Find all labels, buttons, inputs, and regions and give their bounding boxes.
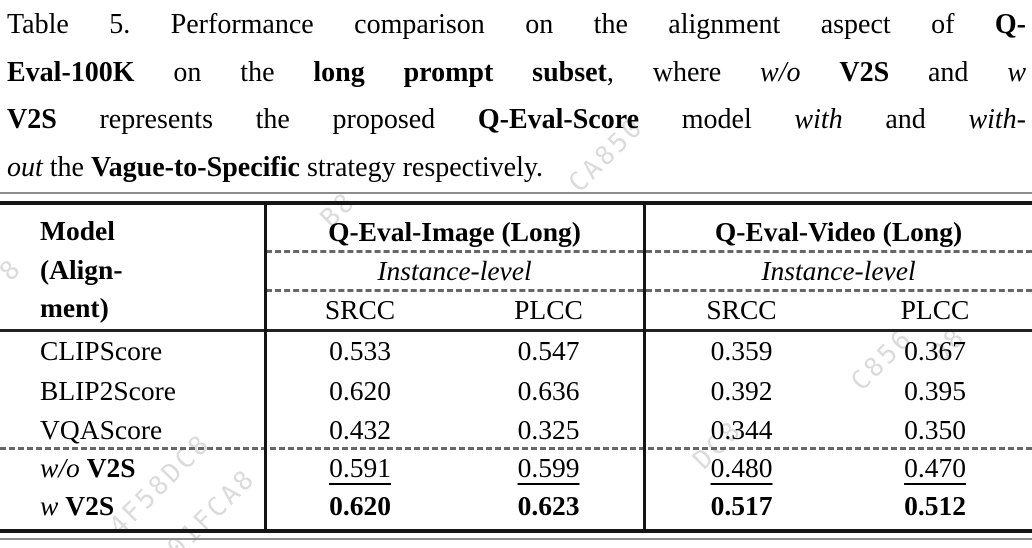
header-plcc-video: PLCC: [900, 294, 970, 325]
row-value: 0.517: [710, 490, 773, 521]
caption-text: w: [1007, 56, 1026, 88]
caption-text: long prompt subset: [313, 56, 607, 88]
caption-text: , where: [606, 56, 761, 88]
caption-text: Q-: [994, 9, 1026, 40]
caption-text: V2S: [7, 104, 57, 135]
row-value: 0.636: [517, 375, 580, 406]
table-bottom-outer-rule: [0, 538, 1032, 540]
caption-text: strategy respectively.: [299, 151, 544, 183]
caption-text: Q-Eval-Score: [477, 104, 640, 135]
caption-text: with-: [968, 104, 1026, 135]
body-dashed-rule: [0, 447, 1032, 450]
row-value: 0.599: [517, 452, 580, 483]
header-plcc-image: PLCC: [514, 294, 583, 325]
row-value: 0.547: [517, 335, 580, 366]
row-value: 0.512: [904, 490, 966, 521]
table-row: VQAScore 0.432 0.325 0.344 0.350: [0, 413, 1032, 447]
caption-text: and: [842, 104, 969, 135]
row-value: 0.344: [710, 414, 773, 445]
row-value: 0.395: [904, 375, 966, 406]
caption-line-4: out the Vague-to-Specific strategy respe…: [7, 144, 1026, 192]
column-separator-1: [264, 202, 267, 533]
header-body-rule: [0, 329, 1032, 332]
header-group-video: Q-Eval-Video (Long): [714, 216, 963, 247]
row-value: 0.432: [329, 414, 391, 445]
row-label-prefix: w/o: [40, 452, 87, 483]
row-label: CLIPScore: [40, 335, 163, 366]
table-row: BLIP2Score 0.620 0.636 0.392 0.395: [0, 374, 1032, 408]
row-label: w V2S: [40, 489, 114, 523]
caption-line-1: Table 5. Performance comparison on the a…: [7, 1, 1026, 49]
caption-text: Performance comparison on the alignment …: [130, 9, 995, 40]
row-label-prefix: w: [40, 490, 66, 521]
table-row: CLIPScore 0.533 0.547 0.359 0.367: [0, 334, 1032, 368]
header-group-image: Q-Eval-Image (Long): [328, 216, 581, 247]
row-value: 0.367: [904, 335, 966, 366]
row-value: 0.470: [904, 452, 966, 483]
caption-text: represents the proposed: [56, 104, 478, 135]
row-value: 0.350: [904, 414, 966, 445]
row-label: VQAScore: [40, 414, 163, 445]
table-caption: Table 5. Performance comparison on the a…: [7, 1, 1026, 191]
row-value: 0.480: [710, 452, 773, 483]
header-model-line: Model: [40, 215, 115, 246]
header-dashed-rule-2: [266, 289, 1032, 292]
caption-text: Eval-100K: [7, 56, 135, 88]
row-value: 0.359: [710, 335, 773, 366]
caption-text: model: [639, 104, 795, 135]
caption-text: the: [42, 151, 91, 183]
table-top-outer-rule: [0, 192, 1032, 194]
header-model-line: ment): [40, 292, 109, 323]
table-bottom-rule: [0, 529, 1032, 533]
caption-text: out: [7, 151, 43, 183]
table-row-wo-v2s: w/o V2S 0.591 0.599 0.480 0.470: [0, 451, 1032, 485]
header-model-line: (Align-: [40, 253, 123, 285]
caption-text: on the: [134, 56, 314, 88]
row-label-name: V2S: [65, 490, 115, 521]
caption-text: with: [794, 104, 843, 135]
header-instance-level-image: Instance-level: [377, 255, 532, 286]
caption-text: Vague-to-Specific: [91, 151, 300, 183]
row-value: 0.623: [517, 490, 580, 521]
caption-text: and: [889, 56, 1008, 88]
row-value: 0.392: [710, 375, 773, 406]
row-label: BLIP2Score: [40, 375, 176, 406]
caption-text: Table 5.: [7, 9, 131, 40]
header-srcc-image: SRCC: [324, 294, 396, 325]
header-srcc-video: SRCC: [706, 294, 777, 325]
table-row-w-v2s: w V2S 0.620 0.623 0.517 0.512: [0, 489, 1032, 523]
caption-line-2: Eval-100K on the long prompt subset, whe…: [7, 49, 1026, 97]
header-model-column: Model (Align- ment): [40, 212, 123, 328]
row-value: 0.620: [329, 375, 391, 406]
caption-text: w/o: [760, 56, 840, 88]
row-value: 0.533: [329, 335, 391, 366]
column-separator-2: [643, 202, 646, 533]
watermark-fragment: 8: [0, 252, 29, 288]
row-label-name: V2S: [86, 452, 136, 483]
header-dashed-rule-1: [266, 250, 1032, 253]
row-value: 0.620: [329, 490, 391, 521]
row-value: 0.591: [329, 452, 391, 483]
caption-line-3: V2S represents the proposed Q-Eval-Score…: [7, 96, 1026, 144]
row-label: w/o V2S: [40, 451, 136, 485]
caption-text: V2S: [839, 56, 890, 88]
header-instance-level-video: Instance-level: [761, 255, 916, 286]
row-value: 0.325: [517, 414, 580, 445]
table-top-rule: [0, 201, 1032, 205]
